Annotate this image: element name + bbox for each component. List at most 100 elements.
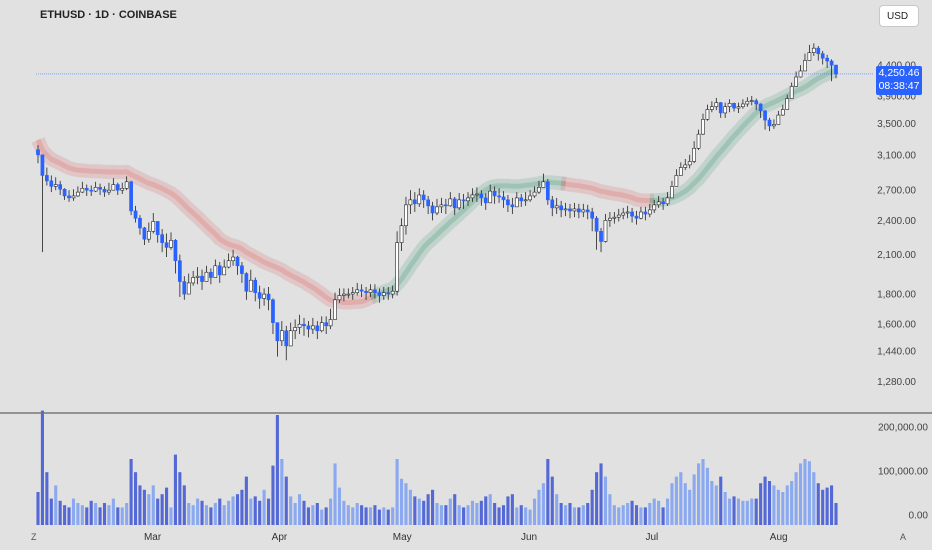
volume-bar: [404, 483, 408, 525]
candle-body: [111, 184, 116, 191]
candle-body: [76, 191, 80, 197]
candle-body: [780, 109, 785, 116]
candle-body: [678, 167, 683, 176]
volume-bar: [754, 498, 758, 525]
volume-bar: [160, 494, 164, 525]
candle-body: [71, 195, 76, 199]
candle-body: [98, 187, 102, 190]
candle-body: [590, 211, 595, 219]
volume-bar: [311, 505, 315, 525]
volume-bar: [373, 505, 377, 525]
candle-body: [169, 240, 173, 248]
candle-body: [244, 273, 249, 292]
auto-scale-corner-right[interactable]: A: [900, 532, 907, 542]
volume-bar: [515, 507, 519, 525]
candle-body: [577, 208, 581, 213]
volume-bar: [750, 498, 754, 525]
volume-bar: [182, 485, 186, 525]
volume-bar: [590, 489, 594, 525]
candle-body: [758, 103, 763, 112]
candle-body: [408, 199, 413, 206]
volume-bar: [337, 487, 342, 525]
candle-body: [279, 330, 284, 342]
volume-bar: [426, 494, 430, 525]
volume-bar: [222, 505, 226, 525]
candle-body: [40, 154, 45, 176]
volume-bar: [825, 487, 829, 525]
candle-body: [754, 100, 759, 105]
candle-body: [155, 221, 160, 235]
candle-body: [630, 211, 634, 217]
volume-bar: [479, 500, 483, 525]
volume-bar: [333, 463, 337, 525]
volume-bar: [395, 459, 399, 525]
candle-body: [186, 282, 191, 295]
volume-bar: [763, 476, 767, 525]
candle-body: [235, 256, 240, 267]
candle-body: [581, 209, 586, 213]
volume-bar: [36, 492, 40, 525]
candle-body: [483, 197, 488, 204]
volume-bar: [200, 500, 204, 525]
volume-bar: [289, 496, 293, 525]
candle-body: [488, 190, 493, 204]
volume-bar: [280, 459, 284, 525]
volume-bar: [448, 498, 452, 525]
volume-bar: [258, 500, 262, 525]
candle-body: [297, 323, 302, 328]
volume-bar: [360, 505, 364, 525]
candle-body: [514, 197, 519, 208]
volume-bar: [639, 507, 643, 525]
timezone-corner-left[interactable]: Z: [31, 532, 37, 542]
volume-bar: [151, 485, 155, 525]
volume-bar: [798, 463, 803, 525]
candle-body: [53, 184, 58, 187]
currency-button[interactable]: USD: [879, 5, 919, 27]
volume-bar: [475, 503, 479, 525]
volume-bar: [80, 505, 84, 525]
candle-body: [213, 265, 218, 278]
volume-bar: [382, 507, 386, 525]
volume-bar: [435, 503, 439, 525]
volume-bar: [665, 498, 670, 525]
candle-body: [288, 330, 293, 347]
volume-bar: [524, 507, 528, 525]
volume-bar: [40, 410, 44, 525]
volume-bar: [346, 505, 350, 525]
candle-body: [342, 293, 346, 296]
candle-body: [311, 325, 315, 330]
volume-bar: [670, 483, 674, 525]
volume-bar: [772, 485, 776, 525]
moving-average-band: [31, 63, 839, 310]
candle-body: [572, 208, 577, 212]
candle-body: [146, 230, 151, 240]
candle-body: [324, 322, 329, 327]
volume-bar: [422, 500, 426, 525]
volume-bar: [595, 472, 599, 525]
volume-bar: [617, 507, 621, 525]
candle-body: [718, 102, 723, 114]
candle-body: [803, 60, 807, 72]
candle-body: [523, 199, 528, 202]
moving-average-glow: [367, 175, 569, 305]
volume-bar: [54, 485, 58, 525]
volume-bar: [302, 500, 306, 525]
candle-body: [284, 330, 289, 347]
volume-bar: [821, 489, 825, 525]
volume-tick-label: 0.00: [909, 511, 929, 522]
volume-bar: [586, 503, 590, 525]
time-tick-label: Mar: [144, 532, 162, 543]
volume-bar: [572, 507, 576, 525]
candle-body: [262, 293, 266, 299]
volume-bar: [209, 507, 213, 525]
volume-bar: [785, 485, 789, 525]
volume-bar: [244, 476, 248, 525]
volume-bar: [732, 496, 736, 525]
symbol-title[interactable]: ETHUSD · 1D · COINBASE: [40, 9, 177, 21]
candle-body: [608, 217, 612, 221]
volume-bar: [683, 483, 687, 525]
candle-body: [479, 193, 484, 199]
volume-bar: [688, 489, 692, 525]
candle-body: [36, 149, 40, 156]
